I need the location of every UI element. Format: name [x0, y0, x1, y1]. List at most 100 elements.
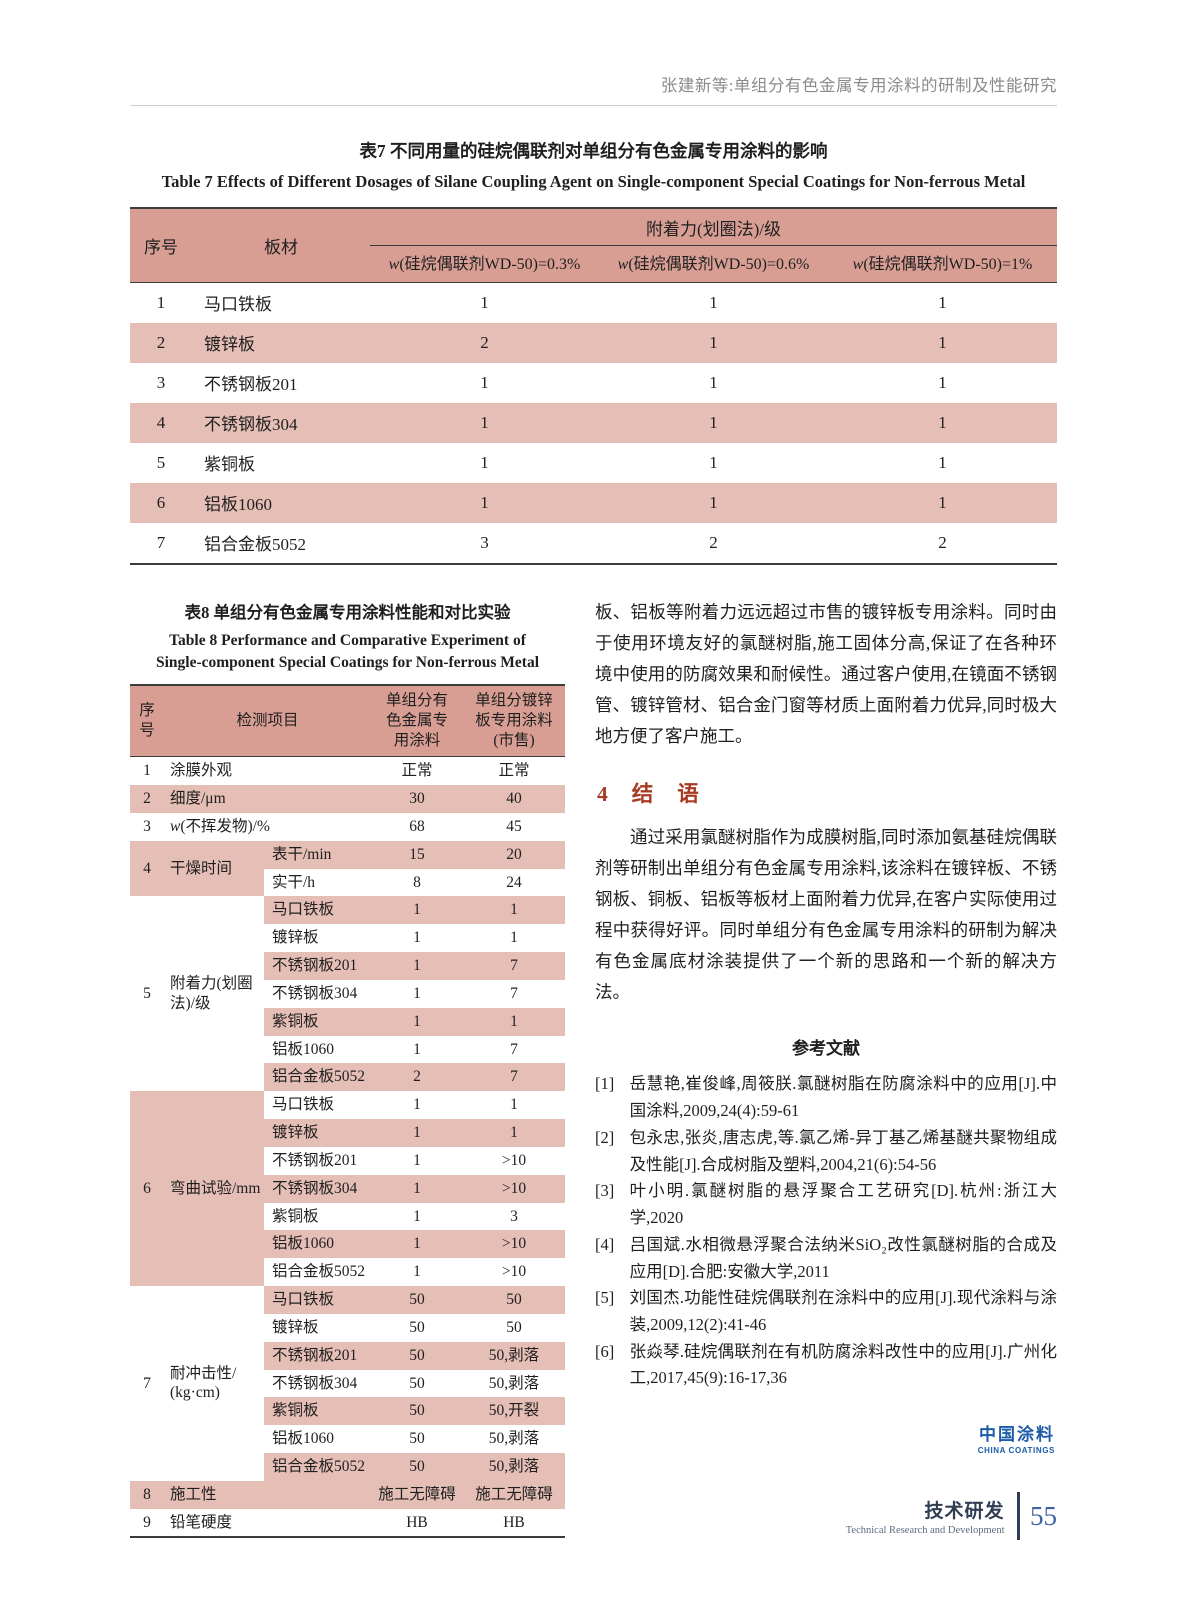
- cell-subitem: 不锈钢板304: [272, 984, 358, 1002]
- cell-item: 耐冲击性/ (kg·cm): [170, 1364, 237, 1402]
- footer: 技术研发 Technical Research and Development …: [846, 1492, 1057, 1540]
- table-row: 不锈钢板201 1 7: [130, 952, 565, 980]
- table-row: 实干/h 8 24: [130, 869, 565, 897]
- cell-value: 1: [413, 1263, 421, 1281]
- cell-value: 施工无障碍: [463, 1480, 565, 1509]
- table-row: 铝合金板5052 50 50,剥落: [130, 1452, 565, 1481]
- table-row: 紫铜板 1 3: [130, 1203, 565, 1231]
- cell-subitem: 紫铜板: [272, 1207, 319, 1225]
- table-row: 铝合金板5052 1 >10: [130, 1258, 565, 1286]
- page-content: 张建新等:单组分有色金属专用涂料的研制及性能研究 表7 不同用量的硅烷偶联剂对单…: [130, 0, 1057, 1539]
- cell-value: 1: [370, 402, 599, 443]
- table-row: 7 耐冲击性/ (kg·cm) 马口铁板 50 50: [130, 1286, 565, 1401]
- section-heading: 4 结语: [597, 777, 1057, 808]
- cell-subitem: 铝合金板5052: [272, 1263, 366, 1281]
- cell-value: 1: [709, 452, 718, 472]
- cell-value: 1: [413, 929, 421, 947]
- cell-value: 1: [413, 1040, 421, 1058]
- reference-text: 吕国斌.水相微悬浮聚合法纳米SiO₂改性氯醚树脂的合成及应用[D].合肥:安徽大…: [629, 1234, 1057, 1281]
- body-paragraph-continuation: 板、铝板等附着力远远超过市售的镀锌板专用涂料。同时由于使用环境友好的氯醚树脂,施…: [595, 601, 1057, 747]
- table7-subheader-dosage-0-3: w(硅烷偶联剂WD-50)=0.3%: [370, 245, 599, 283]
- cell-subitem: 不锈钢板304: [264, 1174, 371, 1203]
- cell-value: 2: [938, 532, 947, 552]
- cell-value: >10: [463, 1230, 565, 1259]
- footer-section-name: 技术研发 Technical Research and Development: [846, 1496, 1005, 1536]
- cell-value: 7: [463, 952, 565, 980]
- cell-value: 50: [409, 1430, 425, 1448]
- table-row: 镀锌板 50 50: [130, 1314, 565, 1342]
- table8-title-en: Table 8 Performance and Comparative Expe…: [155, 631, 540, 672]
- cell-value: 1: [371, 1174, 463, 1203]
- cell-board: 不锈钢板304: [192, 402, 370, 443]
- cell-item: w(不挥发物)/%: [170, 817, 270, 835]
- table-row: 不锈钢板201 1 >10: [130, 1147, 565, 1175]
- reference-label: [1]: [595, 1074, 615, 1094]
- table8-header: 序 号 检测项目 单组分有 色金属专 用涂料 单组分镀锌 板专用涂料 (市售): [130, 684, 565, 757]
- cell-subitem: 马口铁板: [272, 1096, 335, 1114]
- cell-value: HB: [406, 1513, 428, 1531]
- cell-subitem: 铝板1060: [264, 1230, 371, 1259]
- cell-value: 1: [510, 1096, 518, 1114]
- cell-value: 50,剥落: [488, 1430, 540, 1448]
- cell-value: 68: [409, 817, 425, 835]
- cell-item: 涂膜外观: [170, 762, 233, 780]
- reference-text: 岳慧艳,崔俊峰,周筱朕.氯醚树脂在防腐涂料中的应用[J].中国涂料,2009,2…: [629, 1074, 1057, 1121]
- cell-board: 镀锌板: [192, 322, 370, 363]
- cell-value: 1: [480, 292, 489, 312]
- table7-header-group: 附着力(划圈法)/级: [370, 207, 1057, 246]
- cell-item: 铅笔硬度: [170, 1513, 233, 1531]
- table-row: 铝合金板5052 2 7: [130, 1063, 565, 1092]
- reference-label: [5]: [595, 1288, 615, 1308]
- cell-value: 1: [828, 322, 1057, 363]
- table8-header-seq: 序 号: [130, 684, 164, 757]
- reference-label: [2]: [595, 1127, 615, 1147]
- cell-board: 不锈钢板201: [204, 375, 298, 395]
- reference-label: [4]: [595, 1234, 615, 1254]
- cell-seq: 6: [130, 482, 192, 523]
- cell-value: >10: [501, 1151, 527, 1169]
- cell-value: 50: [409, 1318, 425, 1336]
- cell-item: 弯曲试验/mm: [164, 1091, 264, 1287]
- table-row: 4 不锈钢板304 1 1 1: [130, 402, 1057, 443]
- cell-item: 细度/μm: [164, 785, 371, 813]
- table-row: 9 铅笔硬度 HB HB: [130, 1509, 565, 1538]
- cell-value: 1: [938, 372, 947, 392]
- table-row: 1 马口铁板 1 1 1: [130, 282, 1057, 323]
- cell-board: 铝合金板5052: [204, 535, 306, 555]
- table-row: 2 细度/μm 30 40: [130, 785, 565, 813]
- cell-value: 20: [463, 840, 565, 869]
- reference-item: [3] 叶小明.氯醚树脂的悬浮聚合工艺研究[D].杭州:浙江大学,2020: [595, 1178, 1057, 1231]
- cell-value: 8: [413, 873, 421, 891]
- cell-subitem: 表干/min: [264, 840, 371, 869]
- cell-value: 50: [371, 1397, 463, 1426]
- table8-title-cn: 表8 单组分有色金属专用涂料性能和对比实验: [184, 602, 511, 622]
- table8: 序 号 检测项目 单组分有 色金属专 用涂料 单组分镀锌 板专用涂料 (市售) …: [130, 683, 565, 1539]
- table-row: 6 弯曲试验/mm 马口铁板 1 1: [130, 1091, 565, 1287]
- reference-item: [6] 张焱琴.硅烷偶联剂在有机防腐涂料改性中的应用[J].广州化工,2017,4…: [595, 1339, 1057, 1392]
- table-row: 铝板1060 1 7: [130, 1036, 565, 1064]
- cell-item: 附着力(划圈法)/级: [170, 974, 253, 1012]
- reference-item: [1] 岳慧艳,崔俊峰,周筱朕.氯醚树脂在防腐涂料中的应用[J].中国涂料,200…: [595, 1071, 1057, 1124]
- cell-value: 7: [463, 1063, 565, 1092]
- reference-text: 包永忠,张炎,唐志虎,等.氯乙烯-异丁基乙烯基醚共聚物组成及性能[J].合成树脂…: [629, 1127, 1057, 1174]
- table-row: 4 干燥时间 表干/min 15 20: [130, 840, 565, 897]
- cell-value: 50,开裂: [463, 1397, 565, 1426]
- footer-section-en: Technical Research and Development: [845, 1525, 1005, 1536]
- cell-value: 50,剥落: [488, 1374, 540, 1392]
- table7: 序号 板材 附着力(划圈法)/级 w(硅烷偶联剂WD-50)=0.3% w(硅烷…: [130, 206, 1057, 565]
- cell-value: 正常: [498, 762, 530, 780]
- table-row: 镀锌板 1 1: [130, 924, 565, 952]
- cell-value: 24: [506, 873, 522, 891]
- cell-value: 40: [463, 785, 565, 813]
- left-column: 表8 单组分有色金属专用涂料性能和对比实验 Table 8 Performanc…: [130, 593, 565, 1539]
- cell-value: 50: [371, 1341, 463, 1370]
- cell-board: 铝板1060: [192, 482, 370, 523]
- cell-value: 30: [371, 785, 463, 813]
- table7-title-cn: 表7 不同用量的硅烷偶联剂对单组分有色金属专用涂料的影响: [359, 141, 828, 161]
- cell-value: 45: [506, 817, 522, 835]
- cell-value: 1: [480, 372, 489, 392]
- cell-value: 施工无障碍: [371, 1480, 463, 1509]
- cell-value: 1: [938, 452, 947, 472]
- table8-header-coating1: 单组分有 色金属专 用涂料: [371, 684, 463, 757]
- table-row: 5 附着力(划圈法)/级 马口铁板 1 1: [130, 896, 565, 1012]
